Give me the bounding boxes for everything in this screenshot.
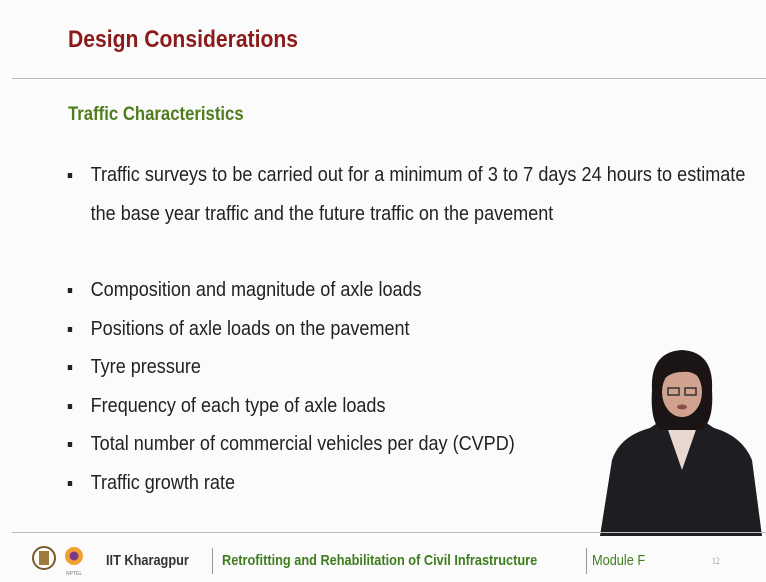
bullet: Total number of commercial vehicles per … — [66, 425, 745, 464]
bullet-list: Traffic surveys to be carried out for a … — [66, 156, 745, 502]
bullet: Traffic surveys to be carried out for a … — [66, 156, 745, 233]
presenter — [600, 350, 762, 536]
footer-module: Module F — [592, 552, 646, 569]
nptel-logo: NPTEL — [65, 547, 83, 577]
bullet: Traffic growth rate — [66, 464, 745, 503]
footer-course: Retrofitting and Rehabilitation of Civil… — [222, 552, 538, 569]
footer-separator — [586, 548, 587, 574]
page-number: 12 — [712, 556, 720, 566]
footer-institute: IIT Kharagpur — [106, 552, 189, 569]
slide-title: Design Considerations — [68, 26, 299, 53]
bullet: Tyre pressure — [66, 348, 745, 387]
iit-logo — [32, 546, 56, 570]
bullet: Composition and magnitude of axle loads — [66, 271, 745, 310]
section-title: Traffic Characteristics — [68, 104, 244, 125]
svg-text:NPTEL: NPTEL — [66, 571, 82, 577]
title-rule — [12, 78, 766, 79]
footer-rule — [12, 532, 766, 533]
bullet: Frequency of each type of axle loads — [66, 387, 745, 426]
footer-separator — [212, 548, 213, 574]
bullet: Positions of axle loads on the pavement — [66, 310, 745, 349]
